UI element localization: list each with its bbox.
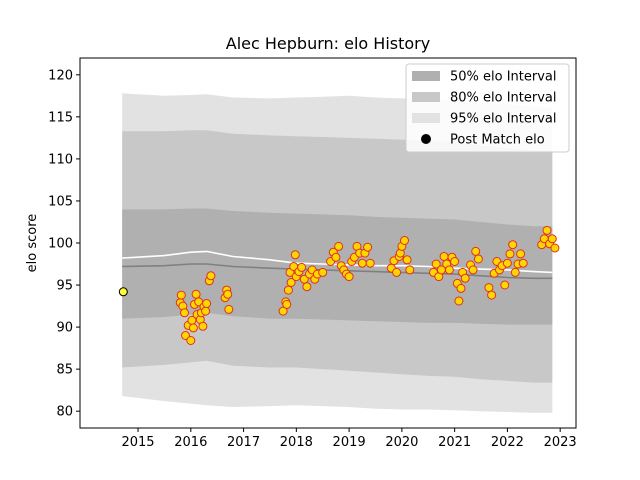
data-point — [460, 273, 470, 283]
data-point — [392, 267, 402, 277]
data-point — [431, 259, 441, 269]
x-tick-label: 2019 — [333, 435, 366, 450]
data-point — [176, 290, 186, 300]
legend-marker — [421, 134, 431, 144]
data-point — [400, 236, 409, 245]
data-point — [484, 283, 494, 293]
data-point — [363, 242, 373, 252]
data-point — [550, 243, 560, 253]
x-tick-label: 2023 — [544, 435, 577, 450]
legend-label: 95% elo Interval — [450, 112, 557, 127]
y-tick-label: 90 — [56, 321, 73, 336]
legend-swatch — [412, 113, 440, 123]
data-point — [402, 255, 412, 265]
data-point — [188, 323, 198, 333]
data-point — [191, 289, 201, 299]
data-point — [290, 250, 300, 260]
y-axis: 80 85 90 95 100 105 110 115 120 — [48, 68, 80, 420]
legend-label: 80% elo Interval — [450, 91, 557, 106]
data-point — [198, 321, 208, 331]
y-tick-label: 105 — [48, 194, 73, 209]
data-point — [334, 241, 344, 251]
x-axis: 2015 2016 2017 2018 2019 2020 2021 2022 2023 — [121, 428, 577, 450]
legend-box — [405, 63, 570, 153]
data-point — [180, 308, 189, 318]
data-point — [297, 262, 307, 272]
x-tick-label: 2016 — [174, 435, 207, 450]
data-point — [471, 246, 481, 256]
legend-label: 50% elo Interval — [450, 70, 557, 85]
y-tick-label: 85 — [56, 363, 73, 378]
data-point — [518, 258, 528, 268]
y-tick-label: 100 — [48, 237, 73, 252]
y-tick-label: 80 — [56, 405, 73, 420]
y-tick-label: 115 — [48, 110, 73, 125]
data-point — [302, 282, 312, 292]
data-point — [454, 296, 464, 306]
x-tick-label: 2017 — [227, 435, 260, 450]
legend-swatch — [412, 92, 440, 102]
data-point — [201, 306, 211, 316]
data-point — [444, 265, 454, 275]
data-point — [278, 306, 288, 316]
data-point — [450, 257, 460, 266]
data-point — [505, 249, 515, 259]
x-tick-label: 2022 — [491, 435, 524, 450]
data-point — [206, 271, 216, 281]
legend-label: Post Match elo — [450, 133, 545, 148]
data-point — [282, 299, 292, 309]
data-point — [516, 249, 526, 259]
data-point — [186, 336, 196, 345]
data-point — [224, 304, 234, 314]
data-point — [542, 225, 552, 235]
data-point — [331, 252, 341, 262]
data-point — [286, 278, 296, 287]
data-point — [318, 267, 328, 277]
y-tick-label: 95 — [56, 279, 73, 294]
data-point — [468, 265, 478, 275]
data-point — [405, 265, 415, 275]
data-point — [510, 267, 520, 277]
post-match-points — [118, 225, 560, 345]
y-tick-label: 120 — [48, 68, 73, 83]
data-point — [202, 299, 212, 308]
data-point — [283, 285, 293, 295]
data-point — [508, 240, 518, 250]
x-tick-label: 2015 — [121, 435, 154, 450]
data-point — [344, 272, 354, 282]
x-tick-label: 2018 — [280, 435, 313, 450]
data-point — [439, 252, 449, 261]
x-tick-label: 2020 — [385, 435, 418, 450]
data-point — [365, 258, 375, 268]
data-point — [487, 290, 497, 300]
y-axis-label: elo score — [25, 214, 40, 273]
data-point — [456, 283, 466, 293]
x-tick-label: 2021 — [438, 435, 471, 450]
data-point — [357, 258, 367, 268]
data-point — [118, 287, 128, 297]
y-tick-label: 110 — [48, 152, 73, 167]
legend-swatch — [412, 71, 440, 81]
data-point — [500, 280, 510, 290]
data-point — [547, 234, 557, 244]
data-point — [502, 258, 512, 268]
legend: 50% elo Interval 80% elo Interval 95% elo … — [405, 63, 570, 153]
data-point — [223, 289, 233, 299]
data-point — [473, 254, 483, 264]
chart-title: Alec Hepburn: elo History — [226, 34, 430, 53]
